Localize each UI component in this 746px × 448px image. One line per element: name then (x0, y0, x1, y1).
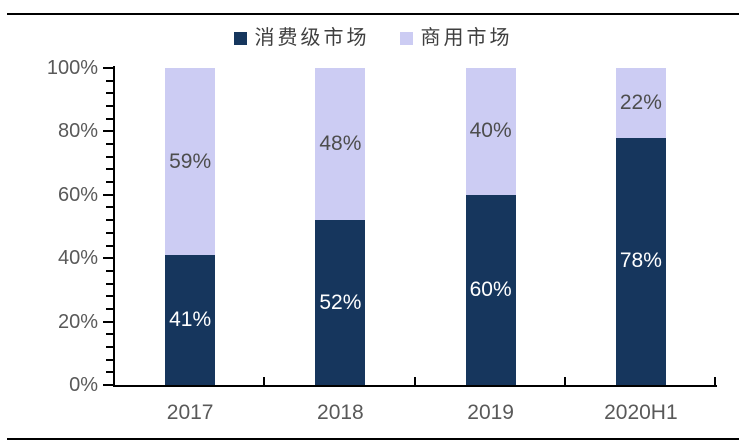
y-axis-minor-tick (106, 181, 113, 184)
y-axis-label: 20% (57, 310, 98, 333)
y-axis-major-tick (103, 193, 113, 196)
y-axis-minor-tick (106, 295, 113, 298)
y-axis-minor-tick (106, 371, 113, 374)
y-axis-minor-tick (106, 168, 113, 171)
y-axis-major-tick (103, 320, 113, 323)
y-axis-major-tick (103, 67, 113, 69)
legend-label-consumer-market: 消费级市场 (254, 27, 370, 49)
y-axis-minor-tick (106, 117, 113, 120)
x-axis-tick (113, 377, 115, 385)
y-axis-minor-tick (106, 79, 113, 82)
bar-segment-consumer-market (165, 255, 216, 385)
data-label-commercial-market: 40% (469, 119, 512, 143)
y-axis-line (113, 66, 115, 387)
x-axis-label: 2019 (467, 401, 514, 424)
x-axis-tick (563, 377, 566, 385)
y-axis-minor-tick (106, 282, 113, 285)
y-axis-minor-tick (106, 333, 113, 336)
y-axis-minor-tick (106, 92, 113, 95)
x-axis-tick (413, 377, 416, 385)
legend-label-commercial-market: 商用市场 (420, 27, 513, 49)
chart-legend: 消费级市场 商用市场 (0, 27, 746, 49)
y-axis-label: 80% (57, 120, 98, 143)
legend-swatch-consumer-market (233, 31, 247, 45)
y-axis-minor-tick (106, 307, 113, 310)
x-axis-line (113, 385, 717, 387)
x-axis-tick (714, 377, 716, 385)
legend-item-consumer-market: 消费级市场 (233, 27, 370, 49)
bar-segment-consumer-market (615, 137, 666, 385)
y-axis-minor-tick (106, 155, 113, 158)
y-axis-label: 60% (57, 183, 98, 206)
y-axis-minor-tick (106, 231, 113, 234)
y-axis-minor-tick (106, 219, 113, 222)
data-label-consumer-market: 52% (319, 290, 362, 314)
x-axis-label: 2017 (166, 401, 214, 424)
y-axis-minor-tick (106, 206, 113, 209)
x-axis-label: 2018 (317, 401, 364, 424)
legend-item-commercial-market: 商用市场 (399, 27, 513, 49)
y-axis-label: 40% (57, 247, 98, 270)
bar-segment-commercial-market (615, 68, 666, 138)
y-axis-minor-tick (106, 358, 113, 361)
data-label-consumer-market: 78% (619, 249, 662, 273)
data-label-consumer-market: 60% (469, 277, 512, 301)
top-divider (7, 13, 739, 15)
y-axis-label: 0% (69, 374, 98, 396)
data-label-commercial-market: 59% (169, 149, 212, 173)
y-axis-major-tick (103, 257, 113, 260)
data-label-commercial-market: 22% (619, 90, 662, 114)
x-axis-label: 2020H1 (604, 401, 678, 424)
y-axis-minor-tick (106, 244, 113, 247)
y-axis-minor-tick (106, 143, 113, 146)
x-axis-tick (263, 377, 266, 385)
legend-swatch-commercial-market (399, 31, 413, 45)
data-label-consumer-market: 41% (169, 308, 212, 331)
y-axis-minor-tick (106, 105, 113, 108)
y-axis-label: 100% (46, 57, 98, 79)
bar-segment-commercial-market (465, 68, 516, 195)
bar-segment-commercial-market (315, 68, 366, 221)
y-axis-major-tick (103, 130, 113, 133)
y-axis-major-tick (103, 384, 113, 386)
data-label-commercial-market: 48% (319, 132, 362, 156)
bottom-divider (7, 438, 739, 440)
y-axis-minor-tick (106, 345, 113, 348)
bar-segment-consumer-market (465, 194, 516, 385)
bar-segment-consumer-market (315, 220, 366, 385)
bar-segment-commercial-market (165, 68, 216, 256)
y-axis-minor-tick (106, 269, 113, 272)
